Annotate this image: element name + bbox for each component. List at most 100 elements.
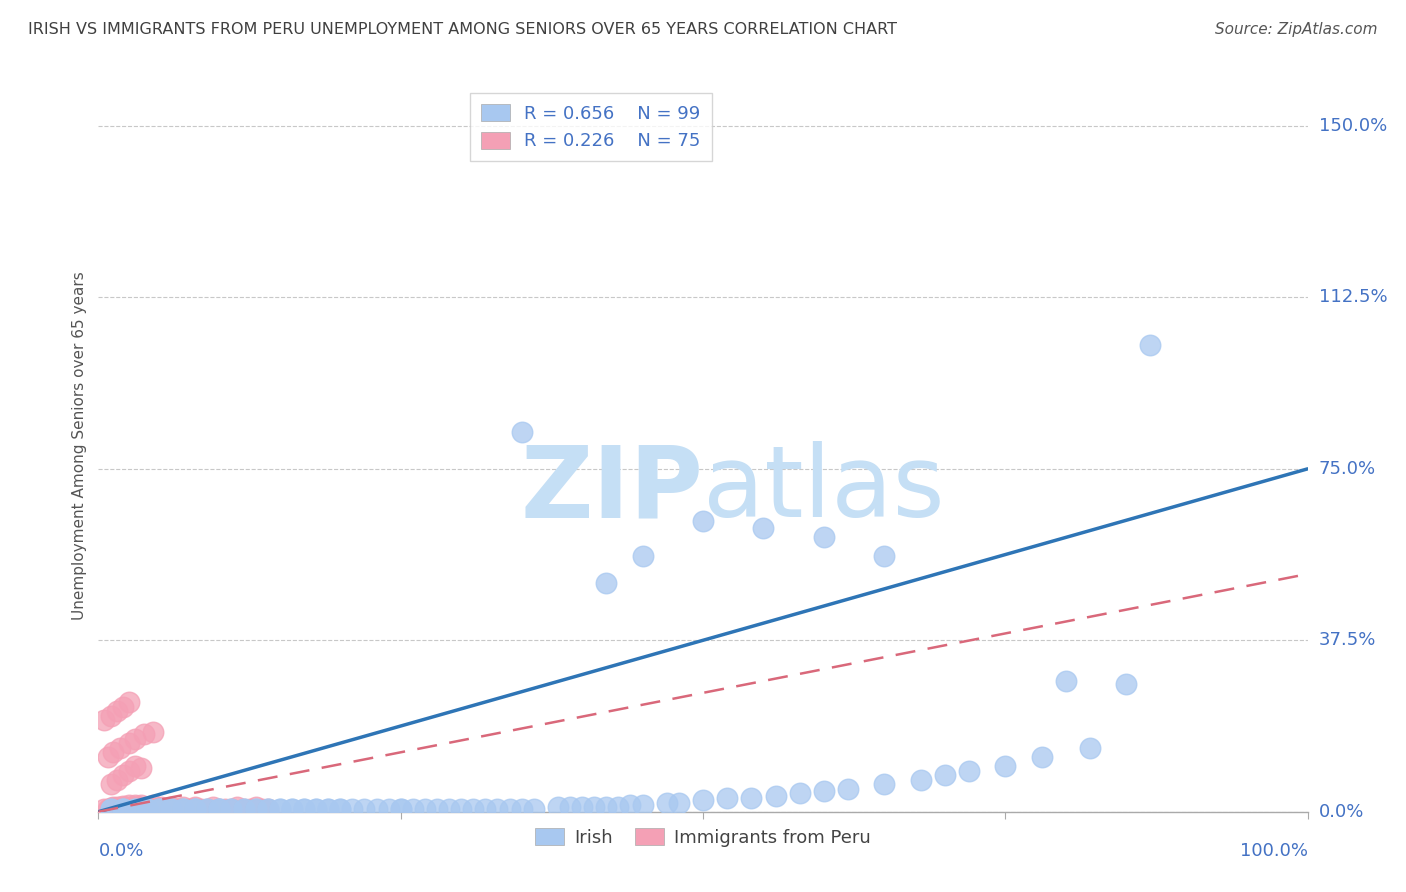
Point (100, 802, 122, 816)
Point (474, 802, 496, 816)
Point (316, 802, 339, 816)
Point (595, 800, 617, 814)
Point (108, 740, 131, 755)
Point (124, 731, 146, 746)
Text: Source: ZipAtlas.com: Source: ZipAtlas.com (1215, 22, 1378, 37)
Point (934, 768, 956, 782)
Point (994, 759, 1017, 773)
Point (195, 802, 218, 816)
Point (148, 802, 170, 816)
Point (190, 802, 212, 816)
Point (100, 777, 122, 791)
Point (202, 800, 225, 814)
Point (619, 797, 641, 812)
Point (179, 802, 201, 816)
Point (124, 759, 146, 773)
Point (281, 802, 304, 816)
Point (138, 802, 160, 816)
Point (281, 802, 304, 816)
Point (97, 802, 120, 816)
Point (124, 802, 146, 816)
Point (103, 802, 125, 816)
Point (172, 802, 194, 816)
Point (114, 802, 136, 816)
Text: 0.0%: 0.0% (98, 842, 143, 860)
Point (118, 736, 141, 750)
Point (692, 793, 714, 807)
Point (740, 791, 762, 805)
Text: 100.0%: 100.0% (1240, 842, 1308, 860)
Point (114, 800, 136, 814)
Point (111, 799, 134, 814)
Point (134, 802, 156, 816)
Point (1115, 676, 1137, 690)
Point (1054, 674, 1077, 689)
Point (523, 802, 546, 816)
Point (172, 802, 194, 816)
Text: atlas: atlas (703, 442, 945, 539)
Point (118, 802, 141, 816)
Point (498, 802, 520, 816)
Text: 37.5%: 37.5% (1319, 632, 1376, 649)
Text: 0.0%: 0.0% (1319, 803, 1364, 821)
Point (214, 802, 236, 816)
Point (172, 800, 194, 814)
Point (558, 800, 581, 814)
Point (510, 425, 533, 440)
Point (127, 800, 149, 814)
Point (105, 802, 128, 816)
Point (389, 802, 412, 816)
Point (837, 781, 859, 796)
Text: ZIP: ZIP (520, 442, 703, 539)
Point (873, 777, 896, 791)
Y-axis label: Unemployment Among Seniors over 65 years: Unemployment Among Seniors over 65 years (72, 272, 87, 620)
Point (118, 797, 141, 812)
Legend: Irish, Immigrants from Peru: Irish, Immigrants from Peru (527, 821, 879, 854)
Point (93, 802, 115, 816)
Point (111, 802, 134, 816)
Point (157, 802, 180, 816)
Point (121, 800, 143, 814)
Point (655, 796, 678, 810)
Point (208, 802, 231, 816)
Point (329, 802, 352, 816)
Point (153, 802, 176, 816)
Point (135, 802, 157, 816)
Point (668, 796, 690, 810)
Point (329, 802, 352, 816)
Point (118, 764, 141, 778)
Point (148, 802, 170, 816)
Point (111, 768, 134, 782)
Point (437, 802, 460, 816)
Text: 112.5%: 112.5% (1319, 288, 1388, 307)
Point (269, 802, 291, 816)
Point (111, 802, 134, 816)
Point (129, 761, 152, 775)
Point (184, 800, 207, 814)
Point (1031, 749, 1053, 764)
Point (752, 521, 775, 535)
Point (813, 530, 835, 544)
Point (292, 802, 315, 816)
Point (142, 802, 165, 816)
Point (366, 802, 388, 816)
Point (160, 802, 183, 816)
Point (107, 802, 129, 816)
Point (184, 802, 207, 816)
Point (105, 704, 128, 718)
Point (957, 764, 980, 778)
Point (111, 802, 134, 816)
Point (160, 800, 183, 814)
Point (607, 800, 630, 814)
Point (142, 797, 165, 812)
Point (166, 802, 188, 816)
Point (100, 802, 122, 816)
Point (631, 549, 654, 563)
Point (450, 802, 472, 816)
Point (169, 802, 191, 816)
Point (129, 802, 152, 816)
Point (134, 727, 156, 741)
Point (208, 802, 231, 816)
Point (232, 802, 254, 816)
Point (195, 802, 218, 816)
